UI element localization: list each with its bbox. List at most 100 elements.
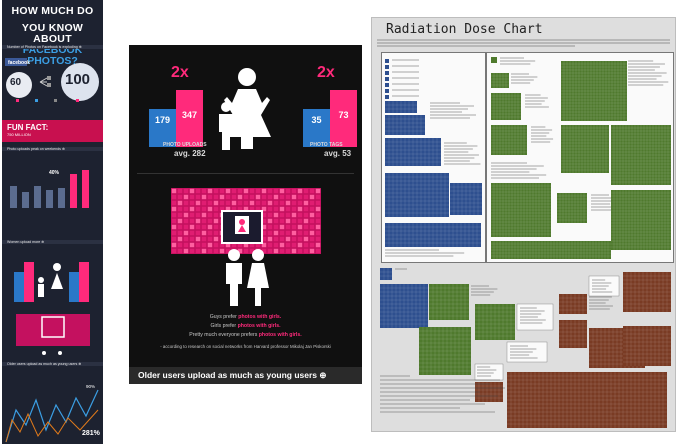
mosaic-tile — [261, 218, 267, 224]
large-dose-blocks — [380, 268, 671, 428]
mosaic-tile — [261, 212, 267, 218]
dose-square — [385, 83, 389, 87]
dose-grid — [623, 326, 671, 366]
footer-line-3: Pretty much everyone prefers photos with… — [129, 331, 362, 340]
mosaic-tile — [291, 242, 297, 248]
mosaic-tile — [171, 194, 177, 200]
mosaic-tile — [297, 248, 303, 254]
mosaic-tile — [183, 224, 189, 230]
women-upload-graphic — [14, 262, 90, 346]
mosaic-tile — [189, 218, 195, 224]
dose-grid — [429, 284, 469, 320]
mosaic-tile — [171, 212, 177, 218]
mosaic-tile — [177, 194, 183, 200]
mosaic-tile — [315, 218, 321, 224]
mosaic-tile — [207, 224, 213, 230]
bottom-banner[interactable]: Older users upload as much as young user… — [129, 367, 362, 384]
mosaic-tile — [249, 194, 255, 200]
mosaic-tile — [177, 242, 183, 248]
mosaic-tile — [279, 224, 285, 230]
fun-fact-value: 750 MILLION — [7, 132, 31, 137]
mosaic-tile — [171, 236, 177, 242]
section-divider — [2, 240, 103, 244]
dose-grid — [419, 327, 471, 375]
women-tags-bar: 73 — [330, 90, 357, 147]
mosaic-tile — [207, 188, 213, 194]
older-percent-2: 281% — [82, 430, 100, 437]
tags-multiplier: 2x — [317, 64, 335, 81]
section-weekends: Photo uploads peak on weekends ⊕ — [7, 147, 65, 151]
mosaic-tile — [315, 224, 321, 230]
mosaic-tile — [225, 206, 231, 212]
mosaic-tile — [297, 218, 303, 224]
mosaic-tile — [225, 248, 231, 254]
mosaic-tile — [315, 212, 321, 218]
mosaic-tile — [315, 248, 321, 254]
footer-line-2: Girls prefer photos with girls. — [129, 322, 362, 331]
mosaic-tile — [225, 200, 231, 206]
mosaic-tile — [303, 236, 309, 242]
mosaic-tile — [291, 236, 297, 242]
weekday-bar — [22, 192, 29, 208]
older-percent-1: 90% — [86, 384, 96, 389]
mosaic-tile — [225, 188, 231, 194]
footer-line-1-emphasis: photos with girls. — [238, 314, 282, 320]
weekday-bar — [46, 190, 53, 208]
mosaic-tile — [189, 242, 195, 248]
mosaic-tile — [171, 248, 177, 254]
mosaic-tile — [213, 236, 219, 242]
fun-fact-label: FUN FACT: — [7, 123, 49, 132]
mosaic-tile — [213, 212, 219, 218]
mosaic-tile — [177, 200, 183, 206]
mosaic-tile — [309, 194, 315, 200]
mosaic-tile — [201, 248, 207, 254]
mosaic-tile — [315, 200, 321, 206]
mosaic-tile — [171, 242, 177, 248]
mosaic-tile — [297, 206, 303, 212]
mosaic-tile — [273, 188, 279, 194]
mosaic-tile — [303, 218, 309, 224]
dose-grid — [491, 183, 551, 237]
dose-grid — [491, 93, 521, 120]
mosaic-tile — [267, 230, 273, 236]
women-uploads-bar: 347 — [176, 90, 203, 147]
mosaic-tile — [297, 230, 303, 236]
mosaic-tile — [273, 206, 279, 212]
mosaic-tile — [207, 212, 213, 218]
mosaic-tile — [207, 236, 213, 242]
mosaic-tile — [183, 188, 189, 194]
mosaic-tile — [171, 206, 177, 212]
mosaic-tile — [177, 206, 183, 212]
mosaic-tile — [309, 224, 315, 230]
mosaic-tile — [207, 248, 213, 254]
mosaic-tile — [207, 230, 213, 236]
mosaic-tile — [279, 230, 285, 236]
mosaic-tile — [195, 218, 201, 224]
mosaic-tile — [279, 236, 285, 242]
woman-figure-icon — [223, 68, 271, 149]
mosaic-tile — [303, 200, 309, 206]
infographic-title-line3: FACEBOOK PHOTOS? — [22, 44, 83, 67]
mosaic-tile — [207, 218, 213, 224]
mosaic-tile — [213, 218, 219, 224]
mosaic-tile — [201, 206, 207, 212]
dose-grid — [559, 320, 587, 348]
couple-photo-icon — [235, 216, 249, 234]
mosaic-tile — [303, 206, 309, 212]
section-divider — [2, 45, 103, 49]
mosaic-tile — [303, 212, 309, 218]
mosaic-tile — [273, 236, 279, 242]
mosaic-tile — [213, 206, 219, 212]
mosaic-tile — [183, 242, 189, 248]
mosaic-tile — [237, 206, 243, 212]
mosaic-tile — [285, 224, 291, 230]
mosaic-tile — [285, 206, 291, 212]
mosaic-tile — [207, 200, 213, 206]
people-icons — [42, 351, 62, 355]
mosaic-tile — [219, 194, 225, 200]
dose-grid — [380, 284, 428, 328]
fun-fact-banner: FUN FACT: 750 MILLION — [2, 120, 103, 142]
mosaic-tile — [309, 236, 315, 242]
mosaic-tile — [267, 248, 273, 254]
mosaic-tile — [285, 218, 291, 224]
